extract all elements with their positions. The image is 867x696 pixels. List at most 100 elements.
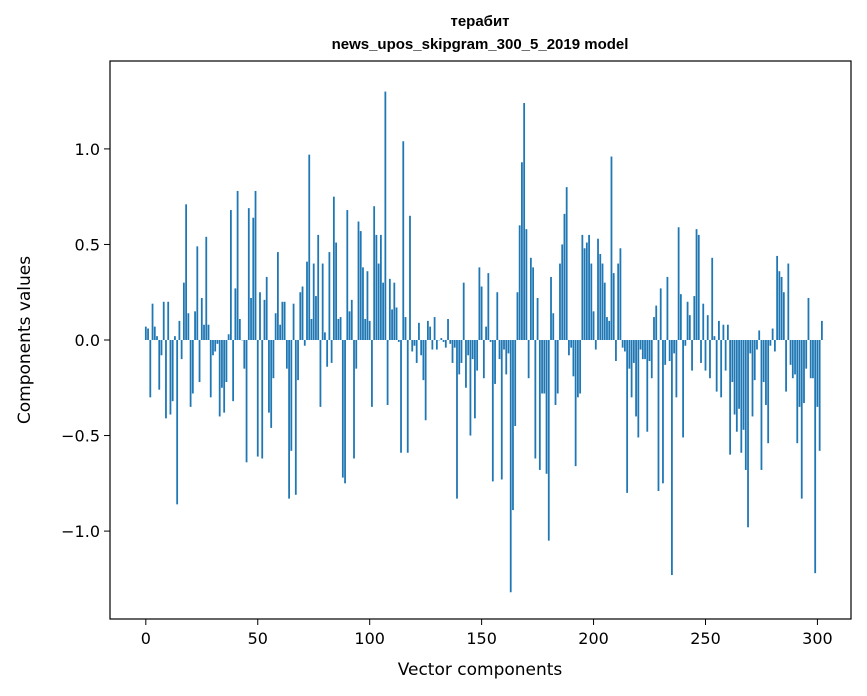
- bar-282: [776, 255, 779, 340]
- bar-88: [341, 340, 344, 478]
- chart-title-line-2: news_upos_skipgram_300_5_2019 model: [332, 36, 629, 53]
- bar-83: [330, 340, 333, 363]
- bar-257: [720, 340, 723, 398]
- bar-27: [205, 236, 208, 340]
- x-tick-label-4: 200: [578, 629, 609, 648]
- bar-85: [335, 242, 337, 340]
- bar-125: [424, 340, 427, 421]
- bar-109: [388, 278, 391, 340]
- bar-200: [592, 311, 595, 340]
- bar-49: [254, 190, 257, 340]
- bar-239: [679, 294, 682, 340]
- bar-3: [151, 303, 154, 340]
- bar-173: [532, 267, 534, 340]
- bar-89: [344, 340, 346, 484]
- bar-205: [603, 282, 606, 340]
- bar-291: [796, 340, 799, 444]
- bar-93: [353, 340, 355, 459]
- bar-258: [722, 324, 725, 340]
- bar-180: [547, 340, 550, 541]
- bar-293: [800, 340, 803, 499]
- bar-65: [290, 340, 293, 451]
- bar-80: [324, 332, 326, 340]
- bar-22: [194, 311, 196, 340]
- bar-295: [805, 340, 808, 369]
- bar-61: [281, 301, 284, 340]
- bar-289: [791, 340, 794, 379]
- bar-153: [487, 273, 490, 340]
- x-axis-label: Vector components: [398, 660, 563, 680]
- bar-110: [391, 309, 393, 340]
- bar-18: [185, 204, 188, 340]
- bar-139: [456, 340, 458, 499]
- bar-21: [191, 340, 194, 394]
- bar-44: [243, 340, 246, 369]
- bar-275: [760, 340, 763, 470]
- bar-245: [693, 296, 696, 340]
- bar-45: [245, 340, 248, 463]
- bar-167: [518, 225, 521, 340]
- bar-81: [326, 340, 329, 367]
- bar-32: [216, 340, 219, 344]
- bar-26: [203, 324, 205, 340]
- bar-105: [379, 234, 382, 340]
- bar-126: [427, 320, 429, 340]
- bar-271: [751, 340, 754, 417]
- bar-34: [221, 340, 223, 388]
- bar-102: [373, 206, 376, 340]
- bar-214: [624, 340, 626, 352]
- bar-134: [444, 340, 447, 348]
- bar-99: [366, 271, 369, 340]
- bar-290: [794, 340, 796, 375]
- bar-199: [590, 263, 593, 340]
- bar-191: [572, 340, 575, 377]
- bar-227: [653, 317, 655, 340]
- bar-163: [509, 340, 512, 593]
- bar-240: [682, 340, 684, 438]
- bar-261: [729, 340, 732, 455]
- bar-145: [469, 340, 472, 436]
- bar-39: [232, 340, 235, 402]
- bar-242: [686, 301, 689, 340]
- bar-147: [474, 340, 476, 419]
- bar-46: [247, 208, 250, 340]
- bar-196: [583, 248, 586, 340]
- bar-146: [471, 340, 474, 360]
- y-axis-label: Components values: [15, 256, 35, 424]
- bar-151: [482, 340, 485, 379]
- bar-226: [650, 340, 653, 379]
- bar-249: [702, 303, 705, 340]
- bar-294: [803, 340, 805, 404]
- bar-248: [700, 340, 702, 363]
- bar-133: [442, 340, 445, 342]
- bar-232: [664, 340, 667, 365]
- bar-190: [570, 340, 573, 348]
- bar-14: [176, 340, 179, 505]
- bar-54: [265, 276, 268, 340]
- bar-247: [697, 234, 700, 340]
- bar-215: [626, 340, 629, 493]
- bar-86: [337, 318, 340, 340]
- bar-176: [538, 340, 541, 470]
- bar-268: [744, 340, 747, 470]
- bar-112: [395, 307, 398, 340]
- x-tick-label-0: 0: [141, 629, 151, 648]
- bar-154: [489, 340, 492, 342]
- bar-292: [798, 340, 801, 407]
- bar-68: [297, 340, 299, 381]
- bar-77: [317, 234, 320, 340]
- bars-group: [144, 91, 823, 593]
- bar-224: [646, 340, 649, 432]
- bar-285: [782, 292, 785, 340]
- bar-236: [673, 340, 676, 354]
- bar-152: [485, 326, 487, 340]
- bar-201: [594, 340, 597, 350]
- bar-207: [608, 320, 611, 340]
- bar-84: [332, 196, 335, 340]
- bar-69: [299, 292, 302, 340]
- bar-117: [406, 340, 409, 453]
- bar-73: [308, 154, 311, 340]
- bar-8: [162, 301, 165, 340]
- bar-25: [200, 297, 203, 340]
- bar-67: [294, 340, 297, 495]
